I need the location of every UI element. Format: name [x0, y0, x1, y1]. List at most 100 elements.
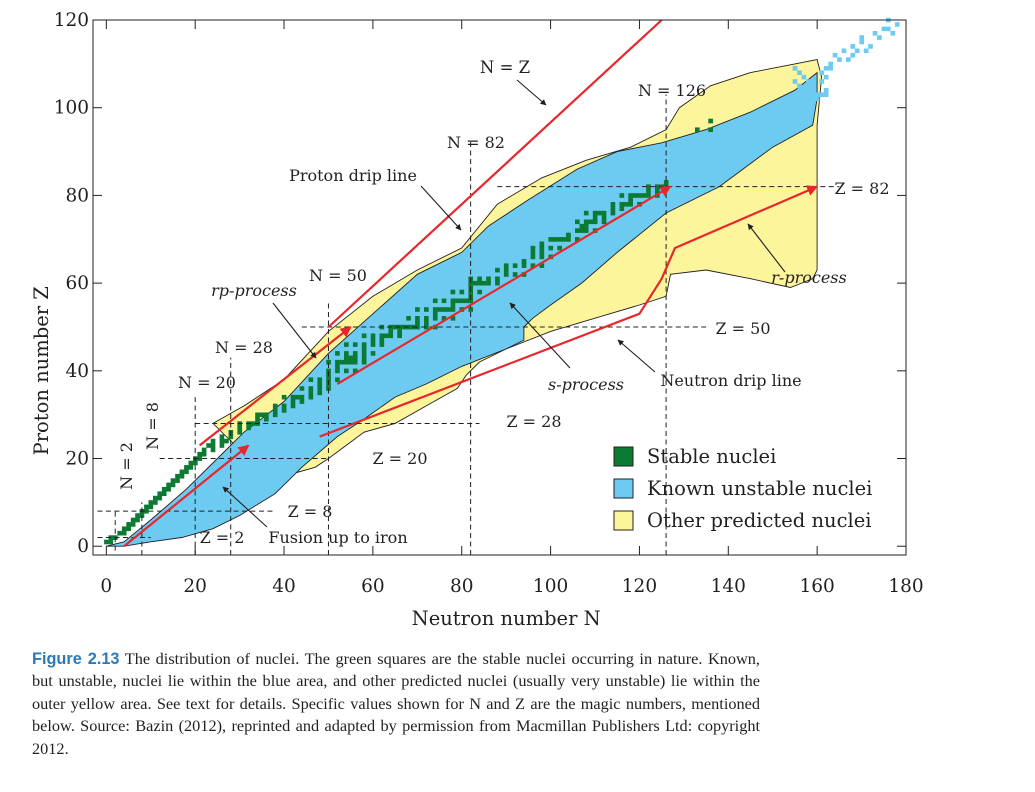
stable-nucleus	[317, 390, 323, 396]
stable-nucleus	[272, 403, 278, 409]
stable-nucleus	[379, 337, 385, 343]
known-unstable-nucleus	[881, 26, 887, 32]
stable-nucleus	[188, 465, 194, 470]
stable-nucleus	[646, 188, 651, 194]
stable-nucleus	[450, 302, 456, 308]
stable-nucleus	[468, 280, 474, 286]
stable-nucleus	[272, 408, 278, 413]
stable-nucleus	[424, 324, 429, 330]
stable-nucleus	[290, 394, 296, 400]
stable-nucleus	[432, 311, 438, 317]
stable-nucleus	[477, 276, 482, 282]
annotation: Z = 82	[834, 179, 889, 198]
stable-nucleus	[130, 522, 136, 527]
stable-nucleus	[641, 193, 647, 198]
stable-nucleus	[201, 447, 207, 453]
stable-nucleus	[135, 517, 140, 523]
known-unstable-nucleus	[810, 88, 816, 93]
stable-nucleus	[197, 456, 203, 461]
stable-nucleus	[432, 307, 438, 312]
stable-nucleus	[708, 127, 713, 132]
stable-nucleus	[561, 237, 567, 242]
y-tick-label: 80	[65, 185, 89, 206]
stable-nucleus	[539, 250, 545, 255]
stable-nucleus	[317, 381, 323, 387]
annotation: Fusion up to iron	[268, 528, 407, 547]
x-tick-label: 180	[888, 576, 923, 597]
stable-nucleus	[548, 245, 554, 251]
known-unstable-nucleus	[810, 83, 816, 89]
x-axis-label: Neutron number N	[412, 607, 601, 630]
stable-nucleus	[579, 228, 585, 233]
stable-nucleus	[255, 416, 260, 422]
stable-nucleus	[539, 245, 545, 251]
stable-nucleus	[290, 399, 296, 404]
stable-nucleus	[446, 307, 451, 312]
stable-nucleus	[397, 329, 402, 334]
annotation: r-process	[771, 268, 846, 287]
stable-nucleus	[104, 539, 109, 545]
annotation: Proton drip line	[289, 166, 417, 185]
known-unstable-nucleus	[872, 31, 878, 36]
stable-nucleus	[388, 333, 394, 339]
stable-nucleus	[379, 342, 385, 347]
y-tick-label: 120	[54, 10, 89, 31]
stable-nucleus	[352, 351, 358, 356]
stable-nucleus	[406, 316, 411, 321]
stable-nucleus	[424, 307, 429, 312]
stable-nucleus	[575, 219, 580, 225]
stable-nucleus	[157, 491, 163, 496]
stable-nucleus	[352, 359, 358, 365]
known-unstable-nucleus	[801, 74, 807, 80]
stable-nucleus	[193, 460, 198, 466]
stable-nucleus	[339, 359, 345, 365]
legend-label: Stable nuclei	[647, 445, 776, 468]
stable-nucleus	[655, 184, 660, 189]
stable-nucleus	[583, 219, 589, 225]
known-unstable-nucleus	[797, 70, 802, 75]
stable-nucleus	[219, 438, 225, 444]
arrow-r-process	[319, 185, 819, 438]
stable-nucleus	[472, 280, 478, 286]
stable-nucleus	[344, 368, 349, 374]
known-unstable-nucleus	[797, 83, 802, 89]
known-unstable-nucleus	[806, 92, 811, 97]
plot-frame	[92, 19, 907, 556]
stable-nucleus	[361, 342, 367, 347]
stable-nucleus	[450, 316, 456, 321]
annotation: N = 126	[638, 81, 706, 100]
stable-nucleus	[441, 307, 447, 312]
stable-nucleus	[424, 320, 429, 325]
stable-nucleus	[415, 324, 420, 330]
stable-nucleus	[121, 530, 127, 536]
known-unstable-nucleus	[828, 66, 833, 71]
stable-nucleus	[655, 188, 660, 194]
stable-nucleus	[468, 307, 474, 312]
stable-nucleus	[432, 298, 438, 304]
y-tick-label: 60	[65, 273, 89, 294]
stable-nucleus	[184, 469, 189, 475]
stable-nucleus	[148, 500, 154, 505]
stable-nucleus	[441, 298, 447, 304]
y-tick-label: 100	[54, 98, 89, 119]
known-unstable-nucleus	[823, 92, 829, 97]
legend-swatch	[613, 446, 634, 467]
stable-nucleus	[308, 390, 314, 396]
stable-nucleus	[646, 193, 651, 198]
nuclide-chart: 0 20 40 60 80 100 120 140 160 180 0 20 40 60 80 100 120 N…	[30, 10, 924, 630]
stable-nucleus	[415, 316, 420, 321]
stable-nucleus	[161, 491, 167, 496]
known-unstable-nucleus	[823, 66, 829, 71]
stable-nucleus	[281, 394, 287, 400]
stable-nucleus	[548, 237, 554, 242]
stable-nucleus	[281, 403, 287, 409]
stable-nucleus	[335, 364, 340, 369]
annotation: Z = 2	[200, 528, 245, 547]
stable-nucleus	[264, 416, 269, 422]
y-tick-label: 0	[77, 536, 89, 557]
legend-swatch	[613, 510, 634, 531]
known-unstable-nucleus	[823, 88, 829, 93]
stable-nucleus	[450, 307, 456, 312]
arrow-fusion-up-to-iron	[123, 444, 250, 548]
stable-nucleus	[348, 359, 354, 365]
